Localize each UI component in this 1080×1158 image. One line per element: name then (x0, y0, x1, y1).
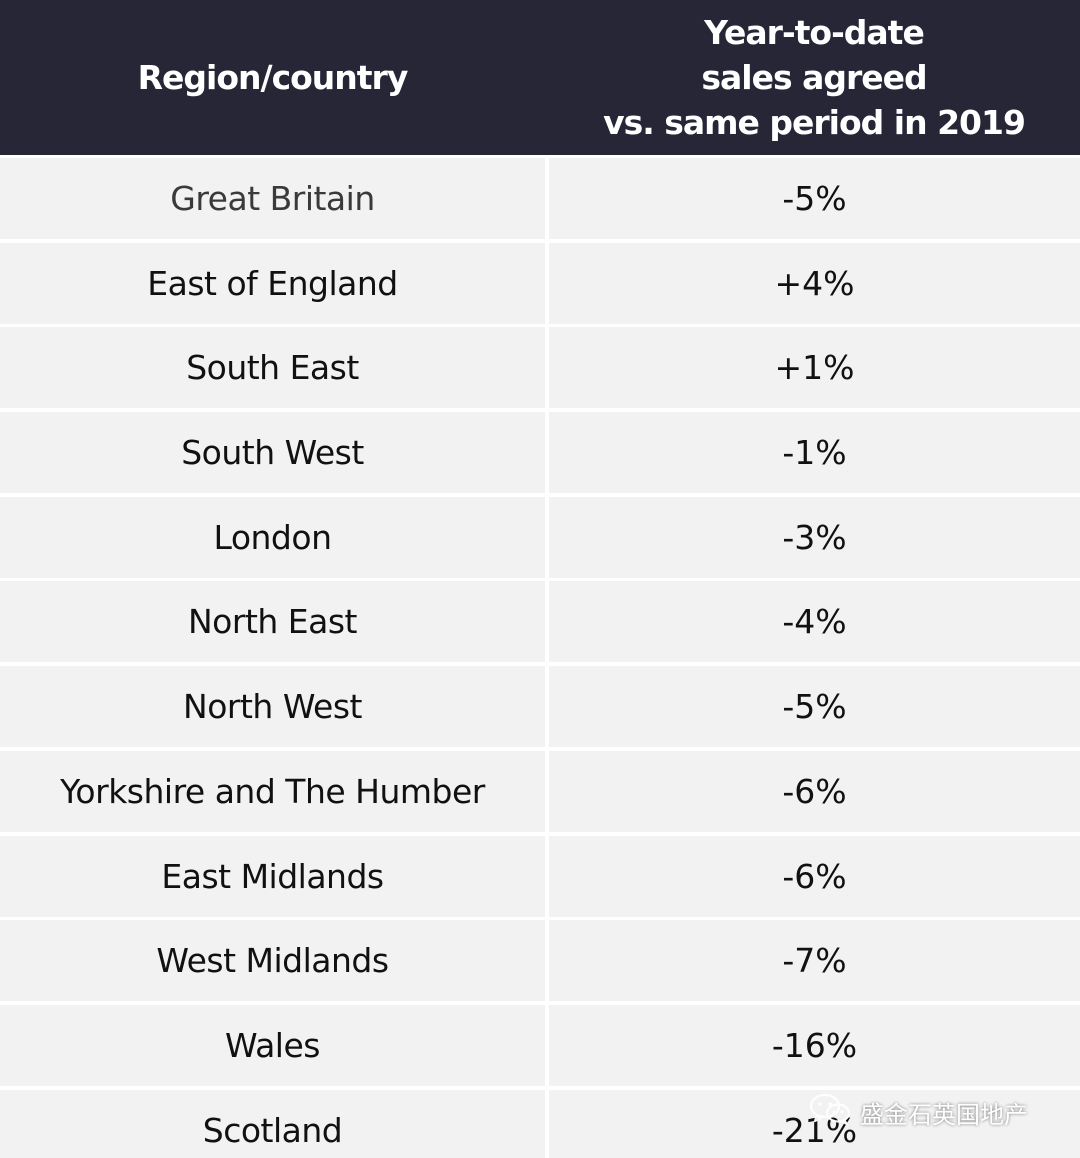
region-cell: South East (186, 348, 359, 388)
region-cell: London (213, 517, 332, 557)
value-cell: -4% (782, 602, 847, 642)
column-divider (545, 1004, 549, 1086)
value-cell: -7% (782, 941, 847, 981)
watermark-text: 盛金石英国地产 (860, 1100, 1028, 1129)
region-cell: North West (183, 687, 362, 727)
region-cell: South West (181, 433, 364, 473)
value-cell: -5% (782, 179, 847, 218)
table-row: Yorkshire and The Humber -6% (0, 750, 1080, 832)
wechat-icon (808, 1092, 852, 1132)
value-cell: -21% (771, 1110, 858, 1150)
header-metric-label: Year-to-date sales agreed vs. same perio… (548, 0, 1080, 155)
value-cell: -3% (782, 517, 847, 557)
value-cell: -6% (782, 771, 847, 811)
region-cell: North East (188, 602, 358, 642)
column-divider (545, 242, 549, 324)
value-cell: +1% (774, 348, 855, 388)
column-divider (545, 750, 549, 832)
table-row: South West -1% (0, 412, 1080, 494)
header-metric-line-3: vs. same period in 2019 (603, 103, 1026, 142)
table-header: Region/country Year-to-date sales agreed… (0, 0, 1080, 155)
region-cell: East Midlands (161, 856, 384, 896)
region-cell: Scotland (202, 1110, 343, 1150)
column-divider (545, 1089, 549, 1158)
column-divider (545, 835, 549, 917)
value-cell: +4% (774, 263, 855, 303)
value-cell: -16% (771, 1025, 858, 1065)
region-cell: East of England (147, 263, 398, 303)
table-row: North West -5% (0, 666, 1080, 748)
table-row: South East +1% (0, 327, 1080, 409)
region-cell: Wales (225, 1025, 320, 1065)
region-cell: Great Britain (170, 179, 375, 218)
watermark: 盛金石英国地产 (808, 1092, 1028, 1132)
header-metric-line-1: Year-to-date (704, 13, 925, 52)
table-row: West Midlands -7% (0, 920, 1080, 1002)
region-cell: West Midlands (156, 941, 389, 981)
region-cell: Yorkshire and The Humber (60, 771, 485, 811)
table-row: East of England +4% (0, 242, 1080, 324)
column-divider (545, 666, 549, 748)
column-divider (545, 496, 549, 578)
column-divider (545, 581, 549, 663)
value-cell: -1% (782, 433, 847, 473)
table-row: London -3% (0, 496, 1080, 578)
value-cell: -5% (782, 687, 847, 727)
column-divider (545, 920, 549, 1002)
header-region-label: Region/country (137, 58, 409, 97)
column-divider (545, 412, 549, 494)
table-row: Scotland -21% (0, 1089, 1080, 1158)
value-cell: -6% (782, 856, 847, 896)
table-row: Wales -16% (0, 1004, 1080, 1086)
table-row: Great Britain -5% (0, 158, 1080, 239)
table-row: North East -4% (0, 581, 1080, 663)
table-row: East Midlands -6% (0, 835, 1080, 917)
table-body: Great Britain -5% East of England +4% So… (0, 158, 1080, 1158)
column-divider (545, 158, 549, 239)
column-divider (545, 327, 549, 409)
header-metric-line-2: sales agreed (701, 58, 927, 97)
